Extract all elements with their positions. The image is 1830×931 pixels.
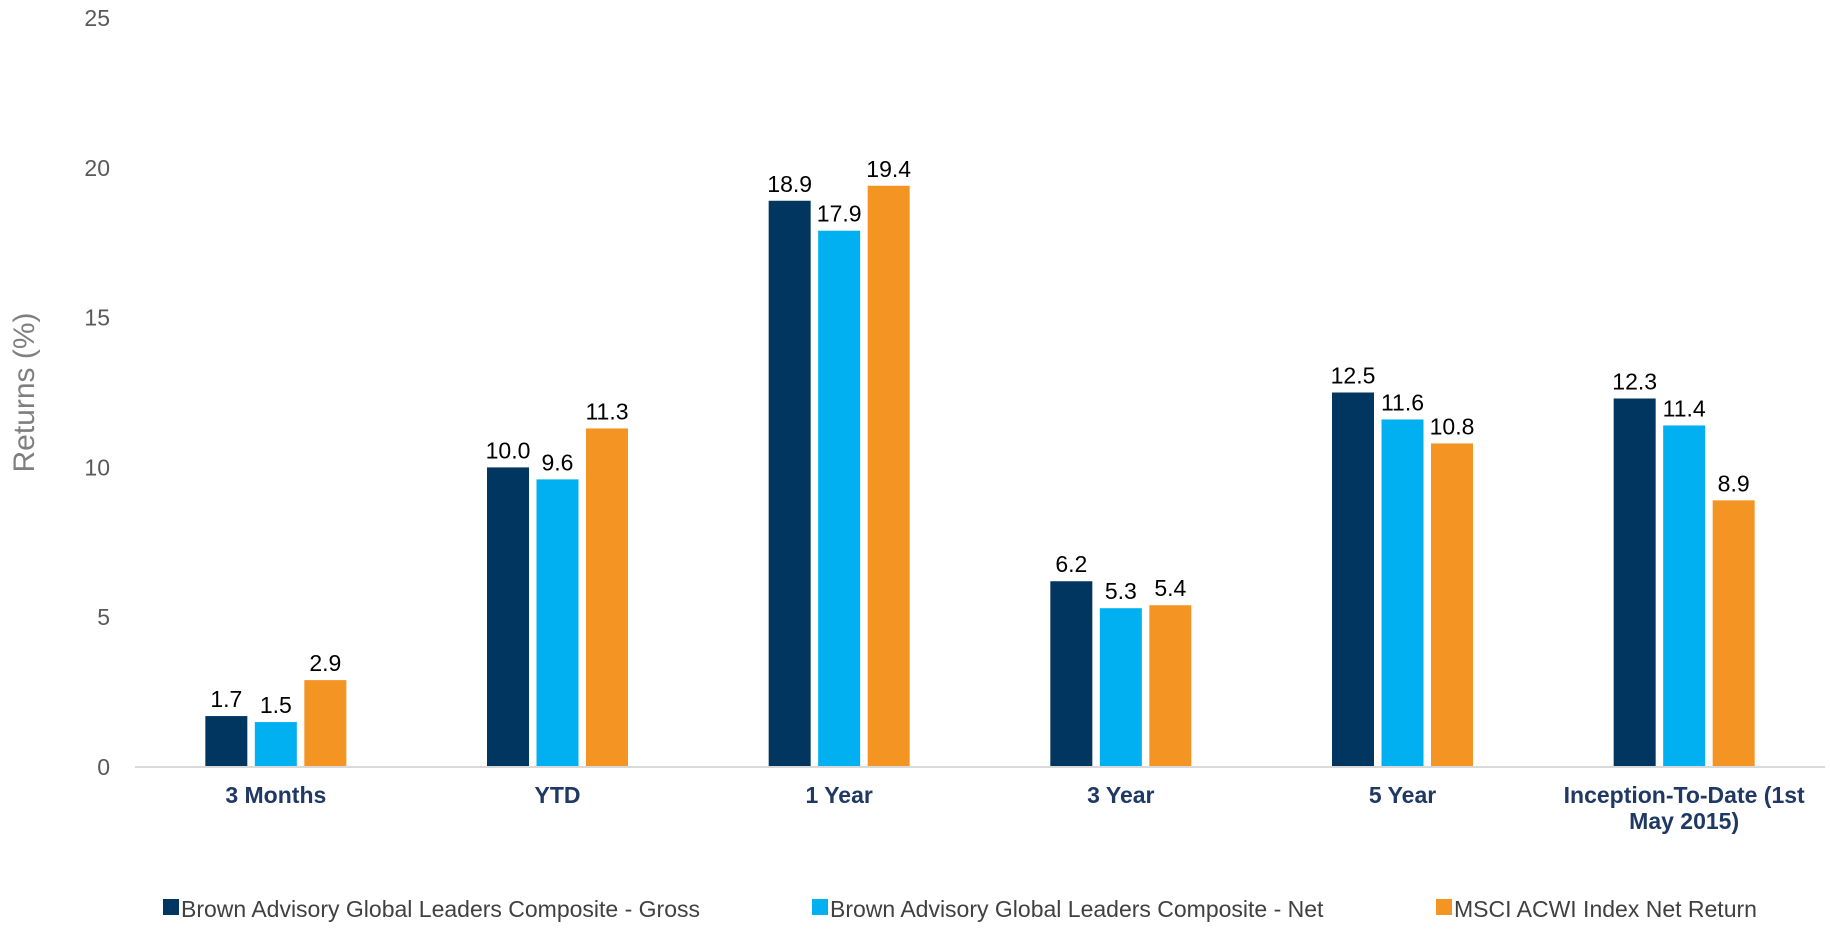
data-label: 8.9 — [1718, 470, 1750, 496]
category-label: 1 Year — [805, 782, 872, 808]
legend-swatch — [1436, 899, 1452, 915]
bar — [1613, 398, 1656, 767]
category-label: 3 Months — [225, 782, 326, 808]
bar — [254, 722, 297, 767]
y-axis-title-group: Returns (%) — [8, 312, 41, 472]
data-label: 5.4 — [1154, 575, 1186, 601]
data-label: 10.8 — [1430, 413, 1475, 439]
data-label: 11.6 — [1381, 389, 1424, 415]
category-label: 3 Year — [1087, 782, 1154, 808]
bar — [1431, 443, 1473, 767]
bar — [536, 479, 579, 767]
bar — [1712, 500, 1755, 767]
y-tick-label: 10 — [84, 454, 110, 480]
data-label: 2.9 — [309, 650, 341, 676]
legend-label: MSCI ACWI Index Net Return — [1454, 896, 1757, 922]
bar — [1099, 608, 1142, 767]
category-label: Inception-To-Date (1st May 2015) — [1564, 782, 1805, 834]
y-axis-ticks: 0 5 10 15 20 25 — [84, 5, 110, 780]
bar — [1663, 425, 1706, 767]
legend-label: Brown Advisory Global Leaders Composite … — [830, 896, 1324, 922]
legend: Brown Advisory Global Leaders Composite … — [163, 896, 1757, 922]
bar — [1149, 605, 1192, 767]
data-label: 10.0 — [486, 437, 531, 463]
category-labels-group: 3 Months YTD 1 Year 3 Year 5 Year Inception-T… — [225, 782, 1805, 834]
bar — [1332, 392, 1374, 767]
data-label: 1.5 — [260, 692, 292, 718]
bar — [1381, 419, 1424, 767]
y-tick-label: 15 — [84, 305, 110, 331]
data-label: 17.9 — [817, 201, 862, 227]
category-label: 5 Year — [1369, 782, 1436, 808]
data-labels-group: 1.7 1.5 2.9 10.0 9.6 11.3 18.917.919.4 6.2 5.3 5.… — [210, 156, 1749, 718]
y-axis-title: Returns (%) — [8, 312, 41, 472]
data-label: 5.3 — [1105, 578, 1137, 604]
data-label: 19.4 — [866, 156, 911, 182]
data-label: 18.9 — [767, 171, 812, 197]
legend-swatch — [163, 899, 179, 915]
y-tick-label: 25 — [84, 5, 110, 31]
data-label: 12.3 — [1612, 368, 1657, 394]
bar — [768, 200, 811, 768]
bar — [487, 467, 529, 767]
bar — [205, 716, 248, 767]
y-tick-label: 20 — [84, 155, 110, 181]
data-label: 6.2 — [1055, 551, 1087, 577]
bar — [818, 230, 861, 767]
data-label: 9.6 — [542, 449, 574, 475]
category-label: YTD — [535, 782, 581, 808]
y-tick-label: 0 — [97, 754, 110, 780]
legend-label: Brown Advisory Global Leaders Composite … — [181, 896, 700, 922]
legend-swatch — [812, 899, 828, 915]
bar — [586, 428, 628, 767]
bar — [867, 185, 910, 767]
data-label: 11.3 — [585, 398, 628, 424]
data-label: 12.5 — [1331, 363, 1376, 389]
data-label: 1.7 — [210, 686, 242, 712]
data-label: 11.4 — [1663, 395, 1706, 421]
bar — [304, 680, 347, 767]
bar — [1050, 581, 1093, 767]
bars-group — [205, 185, 1755, 768]
y-tick-label: 5 — [97, 604, 110, 630]
